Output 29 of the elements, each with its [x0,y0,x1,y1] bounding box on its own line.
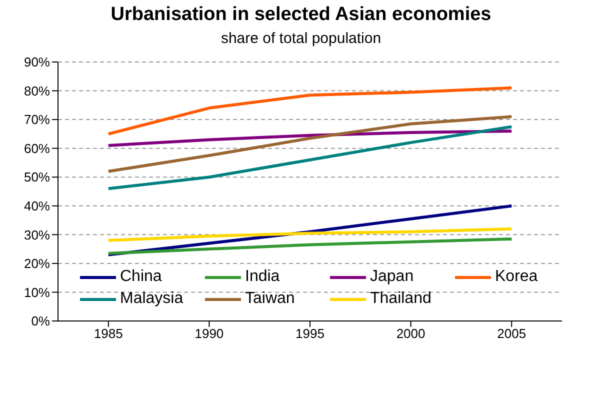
line-series [106,125,514,190]
y-tick-label: 70% [24,112,50,128]
legend-label: India [245,268,280,286]
chart-title: Urbanisation in selected Asian economies [110,4,492,26]
legend-label: Thailand [370,290,432,308]
legend-label: Malaysia [120,290,184,308]
y-tick-label: 90% [24,54,50,70]
y-tick-label: 60% [24,140,50,156]
x-tick-label: 1990 [194,326,224,342]
legend-label: Korea [495,268,538,286]
legend-label: Taiwan [245,290,295,308]
chart-subtitle: share of total population [220,30,382,47]
line-series [106,86,514,136]
y-tick-label: 0% [31,314,50,329]
y-tick-label: 10% [24,284,50,300]
x-tick-label: 1995 [296,326,324,342]
line-series [106,237,514,255]
y-tick-label: 40% [24,198,50,214]
x-tick-label: 2000 [396,326,426,342]
y-tick-label: 30% [24,227,50,242]
line-series [106,227,514,242]
legend-label: China [120,268,162,286]
y-tick-label: 20% [24,256,50,272]
y-tick-label: 50% [24,170,50,185]
x-tick-label: 1985 [94,326,123,342]
legend-label: Japan [370,268,414,286]
line-series [106,115,514,173]
y-tick-label: 80% [24,83,50,98]
x-tick-label: 2005 [497,326,526,342]
